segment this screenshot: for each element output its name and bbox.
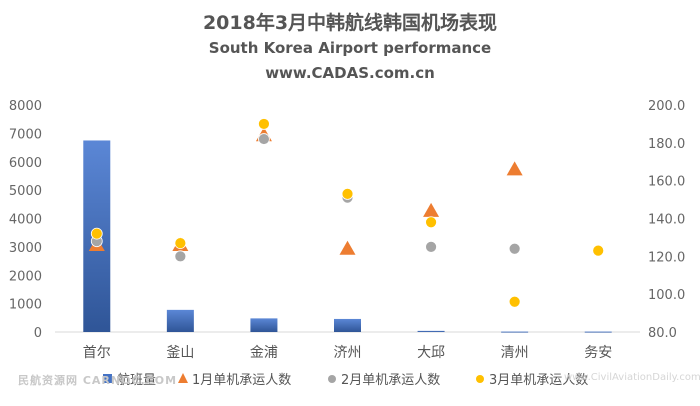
legend-label: 3月单机承运人数 — [489, 373, 588, 388]
dot-point — [508, 242, 521, 255]
triangle-point — [506, 161, 523, 176]
dot-point — [258, 118, 270, 130]
watermark-right: www.CivilAviationDaily.com — [564, 372, 700, 383]
dot-point — [341, 188, 354, 200]
right-tick-label: 180.0 — [648, 137, 685, 152]
dot-point — [508, 295, 521, 308]
category-label: 济州 — [334, 345, 362, 361]
category-label: 金浦 — [250, 345, 278, 361]
bar — [501, 331, 529, 333]
legend-swatch-triangle — [178, 373, 188, 383]
right-tick-label: 160.0 — [648, 175, 685, 190]
bar — [250, 318, 278, 332]
legend-label: 2月单机承运人数 — [341, 373, 440, 388]
legend-swatch-dot — [476, 375, 484, 383]
dot-point — [174, 250, 187, 263]
dot-point — [174, 237, 187, 249]
dot-point — [592, 244, 605, 257]
chart-title: 2018年3月中韩航线韩国机场表现 — [202, 12, 498, 34]
category-label: 清州 — [501, 345, 529, 361]
triangle-point — [423, 202, 440, 217]
right-tick-label: 140.0 — [648, 213, 685, 228]
dot-point — [90, 227, 103, 240]
right-tick-label: 100.0 — [648, 288, 685, 303]
chart-source: www.CADAS.com.cn — [265, 64, 435, 82]
left-tick-label: 4000 — [9, 213, 42, 228]
watermark-left: 民航资源网 CARNOC.COM — [18, 374, 178, 387]
left-tick-label: 6000 — [9, 156, 42, 171]
bar — [417, 330, 445, 332]
legend-swatch-bar — [103, 374, 112, 383]
left-tick-label: 8000 — [9, 99, 42, 114]
left-tick-label: 3000 — [9, 241, 42, 256]
left-tick-label: 0 — [34, 326, 42, 341]
dot-point — [425, 216, 437, 229]
category-label: 首尔 — [83, 345, 111, 361]
left-tick-label: 2000 — [9, 269, 42, 284]
right-tick-label: 80.0 — [648, 326, 677, 341]
left-tick-label: 1000 — [9, 298, 42, 313]
bar — [334, 318, 361, 332]
category-label: 大邱 — [417, 345, 445, 361]
category-label: 务安 — [584, 345, 612, 361]
triangle-point — [339, 240, 356, 255]
category-label: 釜山 — [166, 345, 194, 361]
right-tick-label: 120.0 — [648, 250, 685, 265]
dot-point — [258, 133, 270, 145]
dot-point — [425, 240, 437, 253]
chart-subtitle: South Korea Airport performance — [208, 39, 492, 57]
legend-label: 航班量 — [117, 372, 156, 388]
left-tick-label: 5000 — [9, 184, 42, 199]
bar — [166, 309, 194, 332]
legend-label: 1月单机承运人数 — [192, 373, 291, 388]
left-tick-label: 7000 — [9, 127, 42, 142]
legend-swatch-dot — [328, 375, 336, 383]
bar — [584, 331, 612, 333]
right-tick-label: 200.0 — [648, 99, 685, 114]
